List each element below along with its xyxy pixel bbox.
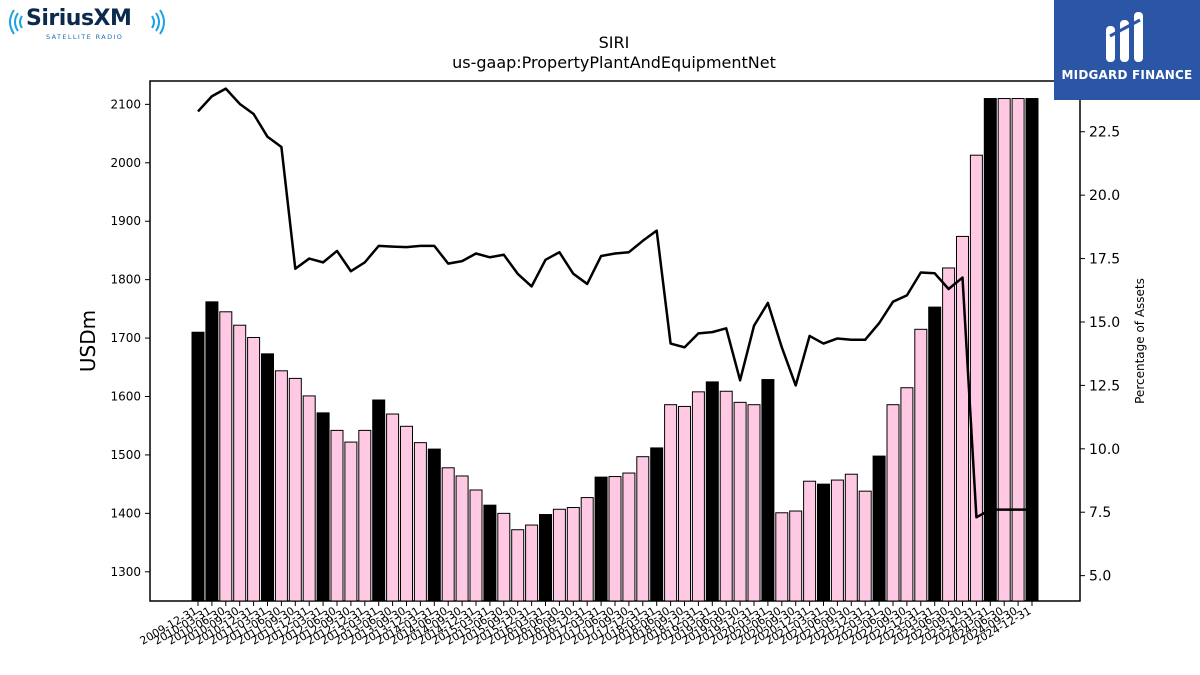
bar-2014-03-31 <box>427 448 441 602</box>
bar-2021-03-31 <box>817 483 830 602</box>
bar-2019-12-31 <box>747 404 761 602</box>
y-axis-right: 5.0 7.5 10.0 12.5 15.0 17.5 20.0 22.5 <box>1080 125 1120 585</box>
bar-2015-06-30 <box>497 512 511 602</box>
y-tick-label: 2100 <box>110 97 141 111</box>
bar-2021-06-30 <box>830 479 844 602</box>
y2-tick-label: 7.5 <box>1089 505 1111 521</box>
bar-2013-09-30 <box>400 425 413 602</box>
chart-title: SIRI <box>599 33 630 52</box>
y-tick-label: 1400 <box>110 506 141 520</box>
bar-2021-09-30 <box>844 473 858 602</box>
bar-2024-09-30 <box>1011 98 1025 602</box>
bar-2011-09-30 <box>288 377 302 602</box>
bar-2010-09-30 <box>233 324 247 602</box>
y-tick-label: 1500 <box>110 448 141 462</box>
line-group <box>197 87 1032 519</box>
bar-2010-06-30 <box>219 311 233 602</box>
bar-2012-09-30 <box>344 441 358 602</box>
bar-2023-03-31 <box>928 306 942 602</box>
bar-2018-09-30 <box>678 405 691 602</box>
bar-2024-12-31 <box>1025 98 1039 602</box>
bar-2021-12-31 <box>858 490 872 602</box>
bar-2012-06-30 <box>330 429 344 602</box>
bar-2013-06-30 <box>386 413 400 602</box>
bar-2014-12-31 <box>469 489 483 602</box>
y2-tick-label: 5.0 <box>1089 569 1111 585</box>
bar-2020-03-31 <box>761 379 775 602</box>
midgard-logo: MIDGARD FINANCE <box>1054 0 1200 100</box>
bar-2023-12-31 <box>969 154 983 602</box>
y2-tick-label: 20.0 <box>1089 188 1120 204</box>
bar-2017-06-30 <box>608 476 622 602</box>
siriusxm-subtitle: SATELLITE RADIO <box>46 33 124 41</box>
bar-2016-09-30 <box>566 507 580 602</box>
y-tick-label: 1300 <box>110 565 141 579</box>
bar-2020-12-31 <box>803 480 817 602</box>
bar-2022-06-30 <box>886 404 900 602</box>
bar-2018-12-31 <box>691 391 705 602</box>
bar-2023-06-30 <box>942 267 956 602</box>
bar-2011-03-31 <box>261 353 274 602</box>
bar-2011-12-31 <box>302 395 316 602</box>
bar-2022-12-31 <box>914 328 928 602</box>
bar-2022-03-31 <box>872 455 886 602</box>
bar-2017-09-30 <box>622 472 636 602</box>
midgard-emblem-icon <box>1106 12 1143 62</box>
bar-2017-12-31 <box>636 456 650 602</box>
y-tick-label: 1700 <box>110 331 141 345</box>
bar-2019-03-31 <box>705 381 719 602</box>
y-tick-label: 1600 <box>110 390 141 404</box>
bar-2017-03-31 <box>594 476 608 602</box>
midgard-wordmark: MIDGARD FINANCE <box>1061 68 1193 82</box>
bar-2024-06-30 <box>997 98 1011 602</box>
y-axis-label: USDm <box>76 310 100 372</box>
bar-2014-09-30 <box>455 475 469 602</box>
chart-subtitle: us-gaap:PropertyPlantAndEquipmentNet <box>452 53 776 72</box>
bar-2009-12-31 <box>191 331 205 602</box>
percentage-line <box>197 87 1032 519</box>
bars-group <box>191 98 1039 602</box>
y-axis-left: 1300 1400 1500 1600 1700 1800 1900 2000 2100 <box>110 97 150 579</box>
radio-waves-icon <box>9 9 165 35</box>
bar-2010-12-31 <box>247 336 261 602</box>
bar-2019-09-30 <box>733 401 747 602</box>
y2-tick-label: 17.5 <box>1089 252 1120 268</box>
bar-2018-03-31 <box>650 447 664 602</box>
y-tick-label: 2000 <box>110 156 141 170</box>
bar-2013-03-31 <box>372 399 386 602</box>
bar-2011-06-30 <box>274 370 288 602</box>
y2-axis-label: Percentage of Assets <box>1133 278 1147 404</box>
bar-2016-06-30 <box>552 508 566 602</box>
siriusxm-wordmark: SiriusXM <box>26 6 132 31</box>
y2-tick-label: 10.0 <box>1089 442 1120 458</box>
y2-tick-label: 12.5 <box>1089 378 1120 394</box>
bar-2012-03-31 <box>316 412 330 602</box>
bar-2018-06-30 <box>664 404 678 602</box>
bar-2016-03-31 <box>539 514 552 602</box>
y2-tick-label: 15.0 <box>1089 315 1120 331</box>
y-tick-label: 1800 <box>110 273 141 287</box>
bar-2016-12-31 <box>580 497 594 602</box>
bar-2015-12-31 <box>525 524 539 602</box>
bar-2010-03-31 <box>205 301 219 602</box>
bar-2022-09-30 <box>900 387 914 602</box>
bar-2019-06-30 <box>719 390 733 602</box>
bar-2015-03-31 <box>483 504 497 602</box>
siriusxm-logo: SiriusXM SATELLITE RADIO <box>4 4 182 44</box>
bar-2012-12-31 <box>358 429 372 602</box>
bar-2020-09-30 <box>789 510 803 602</box>
y2-tick-label: 22.5 <box>1089 125 1120 141</box>
bar-2020-06-30 <box>775 512 789 602</box>
bar-2015-09-30 <box>511 529 525 602</box>
bar-2024-03-31 <box>983 98 997 602</box>
bar-2014-06-30 <box>441 467 455 602</box>
x-axis: 2009-12-312010-03-312010-06-302010-09-30… <box>138 601 1034 648</box>
y-tick-label: 1900 <box>110 214 141 228</box>
bar-2013-12-31 <box>413 442 427 602</box>
